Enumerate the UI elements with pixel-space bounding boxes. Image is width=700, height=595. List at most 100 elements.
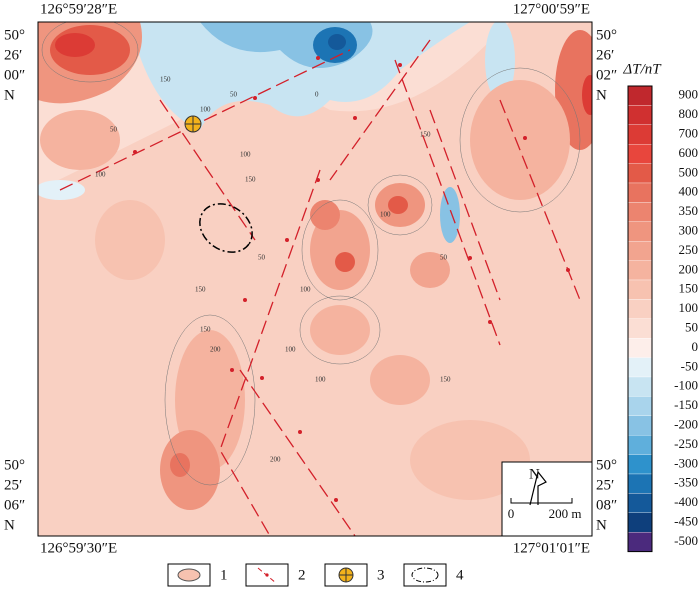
colorbar-label: -400 [674, 494, 698, 509]
coord: 50° [4, 457, 25, 473]
colorbar-swatch [627, 299, 653, 319]
colorbar-label: 100 [679, 300, 699, 315]
coord: 25′ [4, 477, 22, 493]
colorbar-label: -250 [674, 436, 698, 451]
colorbar-label: 0 [692, 339, 699, 354]
borehole [184, 115, 202, 133]
coord: 08″ [596, 497, 617, 513]
colorbar-swatch [627, 241, 653, 261]
colorbar-swatch [627, 454, 653, 475]
coord: 50° [596, 27, 617, 43]
colorbar-label: -450 [674, 513, 698, 528]
colorbar-label: -350 [674, 475, 698, 490]
coord: 50° [4, 27, 25, 43]
colorbar-label: 600 [679, 145, 699, 160]
colorbar-swatch [627, 221, 653, 242]
colorbar-swatch [627, 493, 653, 513]
contour-label: 100 [315, 376, 326, 384]
colorbar-swatch [627, 473, 653, 494]
legend-label: 1 [220, 567, 228, 583]
colorbar-label: -50 [681, 358, 698, 373]
colorbar-label: 400 [679, 184, 699, 199]
colorbar-label: 150 [679, 281, 699, 296]
contour-label: 50 [110, 126, 118, 134]
colorbar-swatch [627, 357, 653, 378]
coord: 06″ [4, 497, 25, 513]
colorbar-swatch [627, 85, 653, 106]
contour-label: 100 [300, 286, 311, 294]
coord: 00″ [4, 67, 25, 83]
colorbar-frame [627, 85, 653, 553]
anomaly-field [38, 22, 592, 536]
coord: 25′ [596, 477, 614, 493]
colorbar-label: -200 [674, 416, 698, 431]
colorbar-label: 250 [679, 242, 699, 257]
coord: 02″ [596, 67, 617, 83]
colorbar-swatch [627, 415, 653, 436]
scale-zero: 0 [508, 506, 515, 521]
colorbar-title: ΔT/nT [622, 61, 662, 77]
contour-label: 150 [440, 376, 451, 384]
contour-label: 50 [440, 254, 448, 262]
legend-label: 3 [377, 567, 385, 583]
inset [501, 461, 593, 537]
legend-icon [339, 568, 353, 582]
fault-points [133, 56, 570, 502]
colorbar-label: -100 [674, 378, 698, 393]
colorbar-label: 900 [679, 87, 699, 102]
colorbar-swatch [627, 338, 653, 358]
coord: N [4, 517, 15, 533]
legend-label: 4 [456, 567, 464, 583]
colorbar-swatch [627, 435, 653, 455]
colorbar-swatch [627, 105, 653, 125]
colorbar-swatch [627, 532, 653, 552]
colorbar-label: -300 [674, 455, 698, 470]
colorbar-swatch [627, 144, 653, 164]
legend-icon [177, 568, 201, 582]
contour-label: 150 [195, 286, 206, 294]
contour-label: 50 [230, 91, 238, 99]
colorbar-swatch [627, 124, 653, 145]
contour-label: 50 [258, 254, 266, 262]
legend-icon [411, 567, 439, 583]
colorbar-label: 700 [679, 125, 699, 140]
north-label: N [529, 466, 540, 482]
coord: 127°00′59″E [513, 1, 590, 17]
colorbar-swatch [627, 396, 653, 416]
colorbar-swatch [627, 260, 653, 281]
contour-label: 200 [210, 346, 221, 354]
fault-lines [59, 39, 581, 537]
colorbar-label: -150 [674, 397, 698, 412]
colorbar-label: 300 [679, 222, 699, 237]
contour-label: 100 [240, 151, 251, 159]
colorbar-label: 50 [685, 319, 698, 334]
contour-label: 150 [245, 176, 256, 184]
coord: 126°59′28″E [40, 1, 117, 17]
coord: 26′ [4, 47, 22, 63]
scale-length: 200 m [549, 506, 582, 521]
contour-label: 150 [200, 326, 211, 334]
colorbar-label: 500 [679, 164, 699, 179]
contour-label: 0 [315, 91, 319, 99]
map-frame [37, 21, 593, 537]
colorbar-label: -500 [674, 533, 698, 548]
coord: 126°59′30″E [40, 540, 117, 556]
coord: N [596, 517, 607, 533]
colorbar-swatch [627, 163, 653, 184]
colorbar-swatch [627, 318, 653, 339]
colorbar-swatch [627, 376, 653, 397]
coord: 50° [596, 457, 617, 473]
colorbar-label: 350 [679, 203, 699, 218]
colorbar-swatch [627, 279, 653, 300]
coord: 26′ [596, 47, 614, 63]
colorbar-swatch [627, 202, 653, 222]
coord: N [596, 87, 607, 103]
coord: 127°01′01″E [513, 540, 590, 556]
legend-icon [265, 573, 269, 577]
contour-label: 150 [420, 131, 431, 139]
coord: N [4, 87, 15, 103]
colorbar-swatch [627, 512, 653, 533]
contour-label: 100 [95, 171, 106, 179]
contour-label: 200 [270, 456, 281, 464]
